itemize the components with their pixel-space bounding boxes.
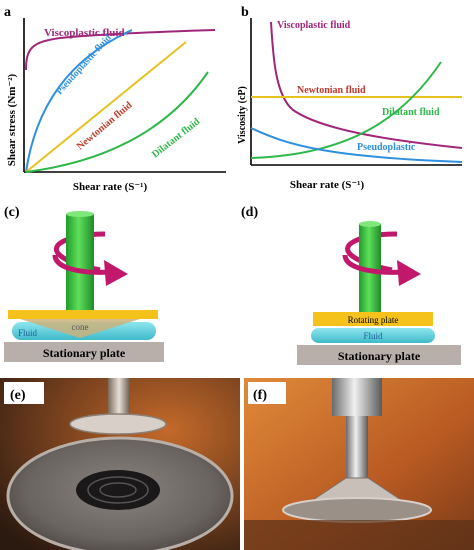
- x-axis-label: Shear rate (S⁻¹): [73, 181, 148, 193]
- rotation-arrow: [52, 254, 113, 275]
- rotating-rod: [359, 224, 381, 312]
- panel-letter-d: (d): [241, 205, 258, 220]
- stationary-plate: [297, 345, 461, 365]
- curve-viscoplastic: [25, 29, 216, 71]
- panel-letter-b: b: [241, 5, 249, 20]
- label-viscoplastic: Viscoplastic fluid: [277, 20, 351, 31]
- rheometer-head: [332, 378, 382, 416]
- curve-dilatant: [25, 71, 209, 173]
- geometry-plate: [69, 413, 167, 435]
- panel-d-parallel-plate-diagram: (d) Rotating plate Fluid Stationary plat…: [241, 205, 461, 365]
- curve-dilatant: [250, 61, 442, 159]
- arrow-head: [104, 260, 128, 286]
- stationary-plate-label: Stationary plate: [43, 346, 126, 360]
- fluid-label: Fluid: [363, 331, 383, 341]
- curve-pseudoplastic: [25, 29, 133, 173]
- stationary-plate-label: Stationary plate: [338, 349, 421, 363]
- disc-rim: [6, 436, 234, 550]
- rod-top: [359, 221, 381, 227]
- label-pseudoplastic: Pseudoplastic: [357, 142, 416, 153]
- arrow-head: [397, 260, 421, 286]
- spiral-ring: [87, 476, 149, 504]
- panel-letter-c: (c): [4, 205, 20, 220]
- label-pseudoplastic: Pseudoplastic fluid: [55, 33, 114, 97]
- curve-newtonian: [25, 41, 187, 173]
- curve-pseudoplastic: [250, 127, 463, 163]
- fluid-layer: [311, 328, 435, 343]
- cone-label: cone: [72, 322, 89, 332]
- rheometer-shaft: [346, 416, 368, 478]
- stationary-plate: [4, 342, 164, 362]
- x-axis-label: Shear rate (S⁻¹): [290, 179, 365, 191]
- fluid-label: Fluid: [18, 328, 38, 338]
- cone: [20, 319, 140, 338]
- letter-background: [4, 382, 44, 404]
- y-axis-label: Viscosity (cP): [237, 86, 248, 144]
- rotating-plate: [313, 312, 433, 326]
- y-axis-label: Shear stress (Nm⁻²): [6, 73, 18, 166]
- panel-c-cone-plate-diagram: (c) cone Fluid Stationary plate: [4, 205, 164, 362]
- rotating-plate-label: Rotating plate: [348, 315, 399, 325]
- curve-viscoplastic: [270, 21, 463, 149]
- label-newtonian: Newtonian fluid: [297, 85, 366, 96]
- spiral-ring: [99, 482, 137, 498]
- rheometer-shaft: [108, 378, 130, 420]
- panel-letter-e: (e): [10, 388, 26, 403]
- yellow-top-plate: [8, 310, 158, 319]
- panel-e-rheometer-photo: (e): [0, 378, 240, 550]
- label-dilatant: Dilatant fluid: [382, 107, 440, 118]
- bottom-plate: [282, 497, 432, 523]
- rotation-arrow: [342, 254, 406, 275]
- letter-background: [248, 382, 286, 404]
- label-viscoplastic: Viscoplastic fluid: [44, 27, 125, 39]
- panel-letter-f: (f): [253, 388, 267, 403]
- panel-letter-a: a: [4, 5, 11, 20]
- panel-b-viscosity-chart: b Viscosity (cP) Shear rate (S⁻¹) Viscop…: [237, 5, 463, 191]
- panel-a-shear-stress-chart: a Shear stress (Nm⁻²) Shear rate (S⁻¹) V…: [4, 5, 226, 193]
- base-shadow: [244, 520, 474, 550]
- panel-f-rheometer-photo: (f): [244, 378, 474, 550]
- rod-top: [66, 211, 94, 217]
- rotating-rod: [66, 214, 94, 310]
